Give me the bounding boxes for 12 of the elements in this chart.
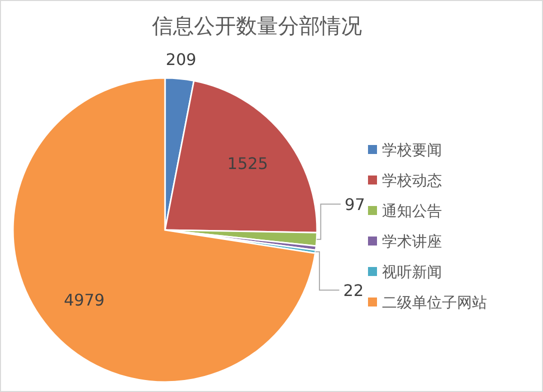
legend-label: 学校动态 bbox=[382, 172, 442, 190]
data-label: 4979 bbox=[64, 290, 105, 310]
chart-title: 信息公开数量分部情况 bbox=[152, 14, 362, 38]
data-label: 22 bbox=[343, 281, 364, 300]
legend-label: 学术讲座 bbox=[382, 232, 442, 250]
data-label: 1525 bbox=[227, 154, 268, 173]
legend-label: 二级单位子网站 bbox=[382, 294, 487, 312]
data-label: 97 bbox=[344, 195, 366, 214]
data-label: 209 bbox=[166, 50, 196, 69]
legend-label: 通知公告 bbox=[382, 202, 442, 220]
legend-label: 学校要闻 bbox=[382, 141, 442, 159]
legend-label: 视听新闻 bbox=[382, 263, 442, 281]
